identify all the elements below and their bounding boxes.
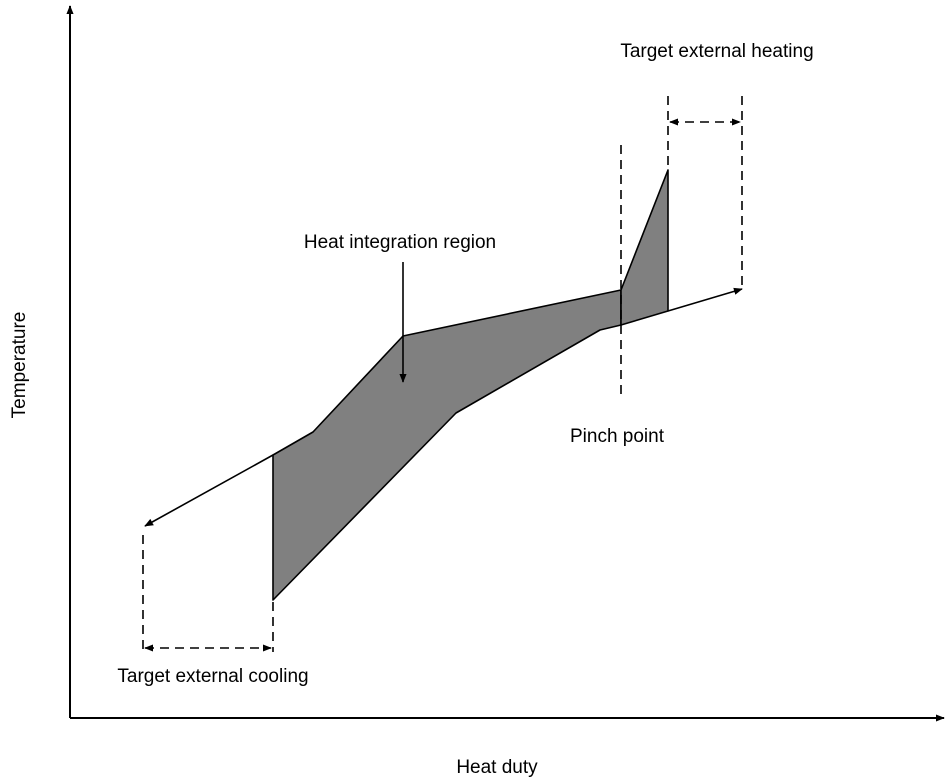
integration-region: [272, 289, 622, 601]
x-axis-label: Heat duty: [456, 757, 538, 778]
y-axis-label: Temperature: [9, 312, 30, 419]
heating-region: [620, 169, 669, 326]
hot-curve-extension: [144, 454, 274, 527]
cooling-label: Target external cooling: [117, 666, 308, 687]
region-label: Heat integration region: [304, 232, 496, 253]
cold-curve-extension: [667, 287, 743, 312]
pinch-label: Pinch point: [570, 426, 665, 447]
heating-label: Target external heating: [620, 41, 813, 62]
